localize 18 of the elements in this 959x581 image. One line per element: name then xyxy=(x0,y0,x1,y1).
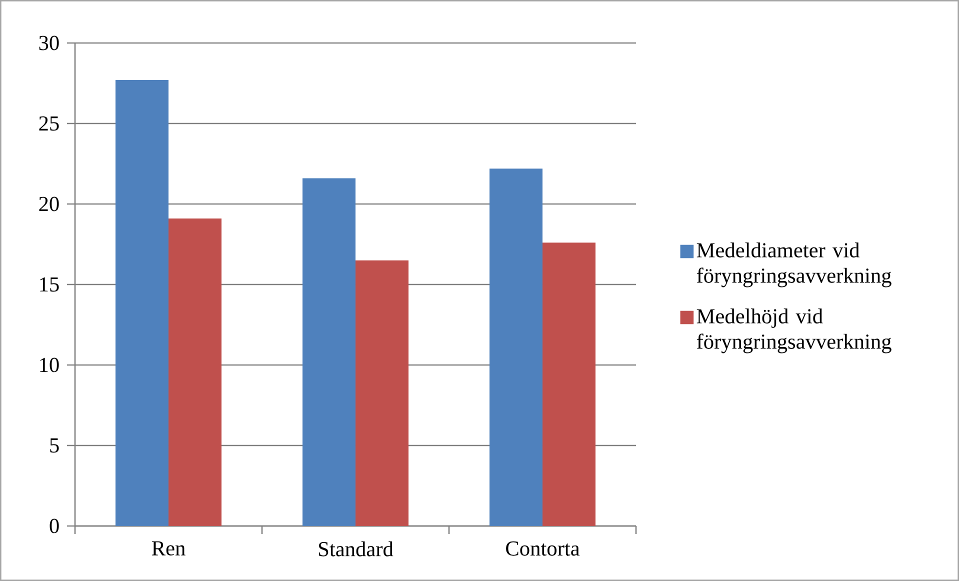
bar xyxy=(116,80,169,526)
bar xyxy=(490,168,543,526)
y-tick-label: 25 xyxy=(39,116,59,131)
x-tick-label: Standard xyxy=(319,541,394,556)
y-tick-label: 5 xyxy=(50,438,59,453)
bar xyxy=(168,218,222,526)
bar xyxy=(302,178,356,526)
x-tick-label: Contorta xyxy=(506,541,580,556)
y-tick-label: 20 xyxy=(39,196,59,212)
bar xyxy=(356,260,409,526)
y-tick-label: 15 xyxy=(40,277,59,292)
legend-label: Medeldiameter vid föryngringsavverkning xyxy=(696,242,892,288)
bar xyxy=(542,242,596,526)
y-tick-label: 10 xyxy=(40,358,59,372)
legend-label: Medelhöjd vid föryngringsavverkning xyxy=(696,308,892,354)
y-tick-label: 30 xyxy=(39,36,59,50)
x-tick-label: Ren xyxy=(152,541,186,556)
y-tick-label: 0 xyxy=(50,518,59,534)
